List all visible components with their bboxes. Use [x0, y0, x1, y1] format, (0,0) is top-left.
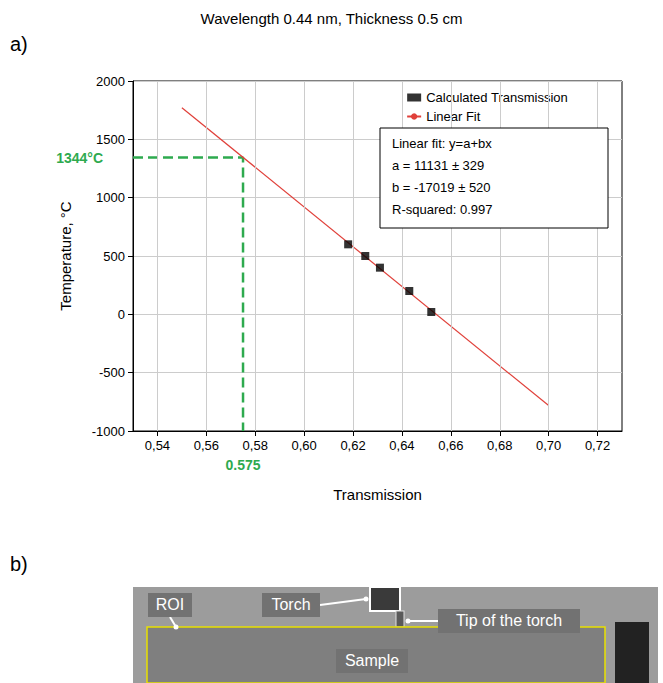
- svg-text:0,56: 0,56: [194, 438, 219, 453]
- svg-text:1344°C: 1344°C: [56, 150, 103, 166]
- svg-text:Torch: Torch: [271, 596, 310, 613]
- svg-text:-500: -500: [99, 365, 125, 380]
- svg-text:R-squared: 0.997: R-squared: 0.997: [392, 202, 492, 217]
- svg-text:0,58: 0,58: [243, 438, 268, 453]
- svg-text:a): a): [10, 33, 28, 55]
- svg-text:Wavelength 0.44 nm, Thickness: Wavelength 0.44 nm, Thickness 0.5 cm: [201, 10, 463, 27]
- svg-text:1000: 1000: [96, 190, 125, 205]
- svg-text:0,72: 0,72: [585, 438, 610, 453]
- svg-text:0: 0: [118, 307, 125, 322]
- svg-text:0,62: 0,62: [340, 438, 365, 453]
- svg-text:b): b): [10, 553, 28, 575]
- svg-text:-1000: -1000: [92, 424, 125, 439]
- svg-text:0,68: 0,68: [487, 438, 512, 453]
- svg-text:Calculated Transmission: Calculated Transmission: [426, 90, 568, 105]
- svg-text:b = -17019 ± 520: b = -17019 ± 520: [392, 180, 491, 195]
- svg-text:Transmission: Transmission: [333, 486, 422, 503]
- svg-text:Tip of the torch: Tip of the torch: [456, 612, 562, 629]
- svg-text:0,64: 0,64: [389, 438, 414, 453]
- svg-text:Temperature, °C: Temperature, °C: [57, 201, 74, 311]
- svg-text:500: 500: [103, 249, 125, 264]
- svg-text:Linear fit: y=a+bx: Linear fit: y=a+bx: [392, 136, 492, 151]
- svg-text:1500: 1500: [96, 132, 125, 147]
- svg-text:0,70: 0,70: [536, 438, 561, 453]
- svg-text:Sample: Sample: [345, 652, 399, 669]
- svg-text:0,66: 0,66: [438, 438, 463, 453]
- svg-text:a = 11131 ± 329: a = 11131 ± 329: [392, 158, 484, 173]
- svg-text:2000: 2000: [96, 74, 125, 89]
- svg-text:0,54: 0,54: [145, 438, 170, 453]
- svg-text:0,60: 0,60: [291, 438, 316, 453]
- svg-text:Linear Fit: Linear Fit: [426, 109, 481, 124]
- svg-text:ROI: ROI: [156, 596, 184, 613]
- svg-text:0.575: 0.575: [226, 457, 261, 473]
